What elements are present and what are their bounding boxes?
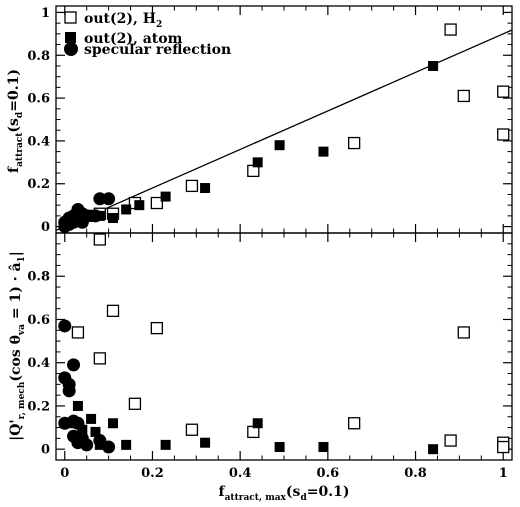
point-filled-square	[200, 437, 211, 448]
point-open-square	[93, 233, 106, 246]
point-open-square	[497, 85, 510, 98]
point-filled-square	[90, 426, 101, 437]
point-filled-circle	[80, 438, 94, 452]
x-tick-label: 0.2	[141, 466, 164, 481]
point-filled-square	[72, 400, 83, 411]
legend-label-h2: out(2), H2	[84, 11, 162, 30]
point-open-square	[93, 352, 106, 365]
bottom-y-tick-label: 0.8	[27, 270, 50, 285]
x-tick-label: 1	[499, 466, 508, 481]
bottom-panel: 0 0.2 0.4 0.6 0.8 1 0 0.2 0.4 0.6 0.8 |Q'r, mech(c…	[8, 232, 513, 503]
point-filled-square	[428, 444, 439, 455]
point-filled-square	[428, 60, 439, 71]
point-filled-square	[274, 442, 285, 453]
x-tick-label: 0.4	[229, 466, 252, 481]
point-filled-square	[318, 146, 329, 157]
point-filled-circle	[62, 384, 76, 398]
point-filled-square	[318, 442, 329, 453]
top-y-tick-label: 0.8	[27, 49, 50, 64]
x-tick-label: 0	[60, 466, 69, 481]
bottom-y-tick-label: 0.4	[27, 356, 50, 371]
legend-label-atom: out(2), atom	[84, 31, 183, 47]
point-filled-circle	[102, 192, 116, 206]
bottom-plot-frame	[55, 232, 513, 461]
top-y-tick-label: 0	[41, 220, 50, 235]
point-filled-square	[108, 418, 118, 429]
point-open-square	[185, 423, 199, 436]
point-filled-circle	[88, 209, 102, 223]
x-tick-label: 0.8	[404, 466, 427, 481]
point-filled-circle	[67, 358, 81, 372]
point-open-square	[128, 397, 142, 410]
point-open-square	[106, 304, 120, 317]
bottom-y-axis-label: |Q'r, mech(cos θva = 1) · â1|	[8, 251, 27, 441]
point-open-square	[497, 440, 510, 454]
point-filled-square	[77, 424, 88, 435]
point-open-square	[457, 89, 470, 103]
top-panel: 0 0.2 0.4 0.6 0.8 1 fattract(sd=0.1) out(2), …	[6, 5, 513, 235]
point-open-square	[150, 196, 163, 210]
top-y-tick-label: 1	[41, 6, 50, 21]
point-filled-square	[160, 439, 171, 450]
bottom-y-tick-label: 0.6	[27, 313, 50, 328]
point-open-square	[185, 179, 199, 193]
point-open-square	[497, 128, 510, 141]
reference-line	[56, 29, 512, 232]
point-filled-circle	[75, 215, 89, 229]
point-open-square	[444, 23, 457, 36]
top-y-axis-label: fattract(sd=0.1)	[6, 69, 25, 173]
point-filled-circle	[58, 319, 72, 333]
legend-marker-filled-square	[65, 32, 76, 43]
x-axis-label: fattract, max(sd=0.1)	[219, 484, 350, 503]
point-filled-square	[108, 213, 118, 224]
point-open-square	[444, 434, 457, 447]
point-open-square	[348, 136, 361, 150]
point-open-square	[150, 321, 163, 335]
legend: out(2), H2 out(2), atom specular reflect…	[64, 11, 231, 58]
bottom-y-tick-label: 0.2	[27, 399, 50, 414]
x-tick-label: 0.6	[317, 466, 340, 481]
point-filled-square	[252, 157, 263, 168]
top-y-tick-label: 0.6	[27, 92, 50, 107]
point-open-square	[457, 326, 470, 339]
point-filled-square	[134, 200, 145, 211]
point-filled-circle	[71, 416, 85, 430]
point-filled-square	[86, 413, 97, 424]
point-filled-square	[121, 439, 132, 450]
point-filled-square	[252, 418, 263, 429]
legend-marker-open-square	[64, 11, 77, 24]
point-open-square	[71, 326, 85, 339]
legend-label-specular: specular reflection	[84, 42, 231, 58]
point-filled-square	[200, 183, 211, 194]
bottom-y-tick-label: 0	[41, 443, 50, 458]
point-open-square	[348, 417, 361, 430]
point-filled-square	[121, 204, 132, 215]
point-filled-square	[160, 191, 171, 202]
point-filled-circle	[102, 440, 116, 454]
top-y-tick-label: 0.2	[27, 177, 50, 192]
legend-marker-filled-circle	[64, 42, 78, 56]
point-filled-square	[274, 140, 285, 151]
top-y-tick-label: 0.4	[27, 134, 50, 149]
